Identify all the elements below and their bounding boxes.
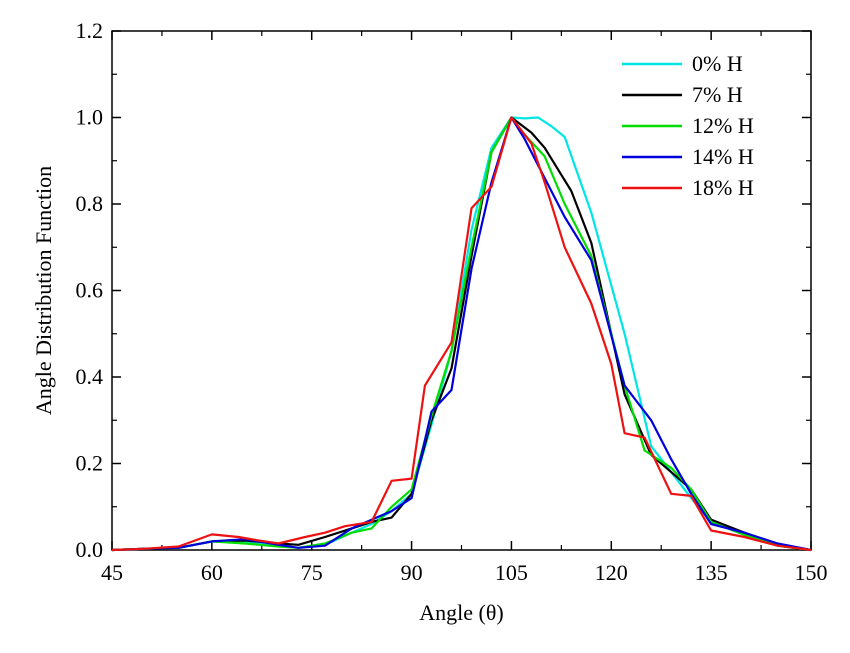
x-tick-label: 135 <box>695 560 728 585</box>
x-tick-label: 105 <box>495 560 528 585</box>
x-tick-label: 75 <box>301 560 323 585</box>
x-tick-label: 120 <box>595 560 628 585</box>
y-axis-title: Angle Distribution Function <box>31 166 56 415</box>
legend-label-18-h: 18% H <box>692 175 754 200</box>
legend: 0% H 7% H 12% H 14% H 18% H <box>622 51 754 200</box>
y-tick-label: 0.6 <box>76 278 104 303</box>
x-tick-label: 150 <box>795 560 828 585</box>
y-tick-label: 1.0 <box>76 105 104 130</box>
y-tick-label: 0.2 <box>76 451 104 476</box>
y-tick-label: 0.4 <box>76 364 104 389</box>
series-line-18-h <box>111 116 812 552</box>
y-axis: 0.0 0.2 0.4 0.6 0.8 1.0 1.2 <box>76 18 811 562</box>
series-layer <box>111 116 812 552</box>
y-tick-label: 0.8 <box>76 191 104 216</box>
legend-label-14-h: 14% H <box>692 144 754 169</box>
y-tick-label: 1.2 <box>76 18 104 43</box>
x-tick-label: 60 <box>201 560 223 585</box>
series-line-12-h <box>111 116 812 552</box>
y-tick-label: 0.0 <box>76 537 104 562</box>
legend-label-7-h: 7% H <box>692 82 743 107</box>
x-axis-title: Angle (θ) <box>419 600 503 625</box>
x-tick-label: 90 <box>401 560 423 585</box>
legend-label-12-h: 12% H <box>692 113 754 138</box>
x-axis: 45 60 75 90 105 120 135 150 <box>101 31 828 585</box>
legend-label-0-h: 0% H <box>692 51 743 76</box>
x-tick-label: 45 <box>101 560 123 585</box>
